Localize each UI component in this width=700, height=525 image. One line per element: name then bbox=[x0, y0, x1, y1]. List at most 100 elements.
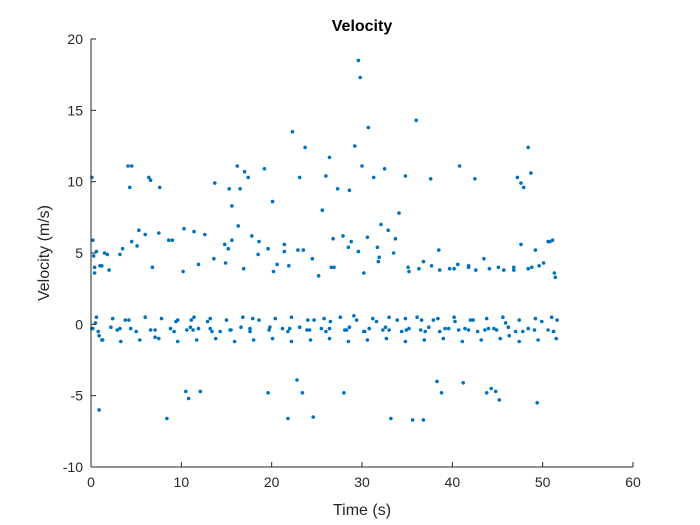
data-point bbox=[316, 274, 321, 278]
data-point bbox=[250, 234, 254, 238]
data-point bbox=[115, 328, 119, 332]
data-point bbox=[248, 326, 252, 331]
data-point bbox=[123, 318, 128, 322]
data-point bbox=[184, 389, 188, 394]
data-point bbox=[270, 199, 275, 204]
data-point bbox=[319, 326, 324, 331]
data-point bbox=[530, 265, 534, 270]
data-point bbox=[489, 386, 494, 391]
data-point bbox=[536, 338, 540, 342]
data-point bbox=[128, 185, 132, 190]
data-point bbox=[306, 318, 310, 322]
data-point bbox=[421, 259, 426, 264]
data-point bbox=[241, 315, 245, 320]
data-point bbox=[435, 379, 439, 384]
data-point bbox=[399, 329, 404, 334]
data-point bbox=[224, 318, 229, 322]
data-point bbox=[421, 418, 426, 422]
data-point bbox=[300, 391, 305, 395]
data-point bbox=[248, 329, 252, 334]
data-point bbox=[94, 315, 99, 320]
data-point bbox=[526, 145, 530, 150]
data-point bbox=[554, 336, 558, 341]
data-point bbox=[479, 338, 484, 342]
data-point bbox=[286, 329, 290, 334]
data-point bbox=[196, 326, 201, 331]
data-point bbox=[546, 328, 550, 332]
data-point bbox=[535, 401, 539, 405]
data-point bbox=[257, 318, 261, 322]
data-point bbox=[126, 164, 130, 168]
data-point bbox=[555, 318, 559, 322]
data-point bbox=[210, 329, 214, 334]
data-point bbox=[386, 228, 391, 232]
data-point bbox=[496, 265, 501, 270]
data-point bbox=[235, 164, 240, 168]
data-point bbox=[371, 175, 376, 180]
data-point bbox=[419, 318, 424, 322]
data-point bbox=[303, 145, 307, 150]
data-point bbox=[328, 319, 333, 324]
data-point bbox=[186, 396, 191, 401]
data-point bbox=[335, 187, 340, 191]
data-point bbox=[282, 249, 287, 254]
data-point bbox=[347, 325, 352, 330]
data-point bbox=[384, 336, 389, 341]
data-point bbox=[533, 248, 538, 252]
data-point bbox=[529, 171, 533, 175]
data-point bbox=[475, 329, 480, 334]
data-point bbox=[92, 271, 97, 275]
data-point bbox=[346, 339, 351, 344]
data-point bbox=[127, 318, 131, 322]
data-point bbox=[91, 254, 96, 258]
data-point bbox=[418, 328, 423, 332]
data-point bbox=[218, 329, 222, 334]
data-point bbox=[371, 316, 375, 321]
data-point bbox=[463, 326, 467, 331]
data-point bbox=[387, 315, 391, 320]
data-point bbox=[526, 326, 530, 331]
data-point bbox=[280, 326, 285, 331]
data-point bbox=[275, 262, 279, 267]
data-point bbox=[537, 264, 541, 268]
data-point bbox=[461, 381, 466, 385]
data-point bbox=[439, 391, 444, 395]
data-point bbox=[403, 316, 408, 321]
data-point bbox=[327, 326, 332, 331]
data-point bbox=[192, 315, 196, 320]
data-point bbox=[213, 336, 218, 341]
data-point bbox=[297, 175, 302, 180]
data-point bbox=[148, 328, 153, 332]
data-point bbox=[453, 319, 457, 324]
data-point bbox=[327, 155, 332, 160]
data-point bbox=[175, 339, 180, 344]
data-point bbox=[407, 269, 411, 274]
x-tick-label: 40 bbox=[445, 474, 461, 490]
data-point bbox=[165, 416, 169, 421]
y-axis-ticks: -10 -5 0 5 10 15 20 bbox=[63, 31, 96, 475]
data-point bbox=[170, 238, 175, 242]
data-point bbox=[226, 246, 231, 251]
data-point bbox=[428, 177, 433, 181]
y-tick-label: 20 bbox=[67, 31, 83, 47]
data-point bbox=[483, 328, 487, 332]
y-tick-label: 0 bbox=[75, 316, 83, 332]
data-point bbox=[437, 329, 442, 334]
data-point bbox=[389, 416, 393, 421]
data-point bbox=[118, 326, 122, 331]
data-point bbox=[157, 336, 161, 341]
data-point bbox=[552, 271, 557, 275]
data-point bbox=[342, 391, 346, 395]
y-tick-label: -5 bbox=[71, 388, 84, 404]
data-point bbox=[290, 129, 295, 134]
data-point bbox=[521, 185, 526, 190]
x-tick-label: 50 bbox=[535, 474, 551, 490]
data-point bbox=[429, 264, 434, 268]
x-tick-label: 20 bbox=[264, 474, 280, 490]
data-point bbox=[354, 318, 359, 322]
data-point bbox=[320, 208, 325, 212]
data-point bbox=[375, 245, 380, 250]
y-tick-label: 5 bbox=[75, 245, 83, 261]
data-point bbox=[185, 328, 189, 332]
data-point bbox=[362, 271, 366, 275]
